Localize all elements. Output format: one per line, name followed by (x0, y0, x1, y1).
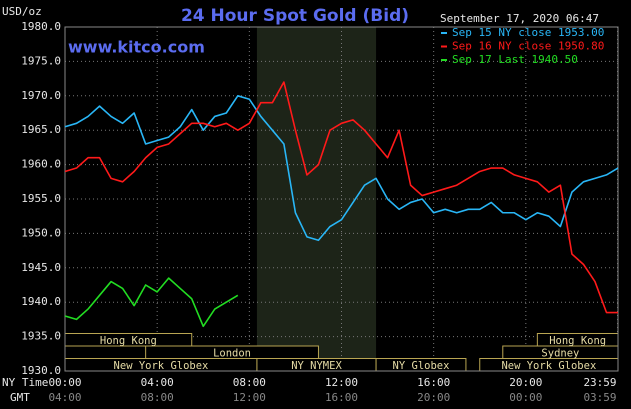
y-tick-label: 1970.0 (21, 89, 61, 102)
plot-border (64, 26, 619, 372)
timestamp: September 17, 2020 06:47 (440, 12, 599, 25)
x-row-label: NY Time (2, 376, 48, 389)
legend-label: Sep 15 NY close 1953.00 (452, 26, 604, 39)
session-label: NY NYMEX (291, 360, 342, 372)
legend-label: Sep 17 Last 1940.50 (452, 53, 578, 66)
x-tick-label: 04:00 (141, 376, 174, 389)
session-label: NY Globex (393, 360, 450, 372)
series-line (64, 81, 618, 314)
series-line (64, 277, 239, 328)
y-tick-label: 1945.0 (21, 261, 61, 274)
x-row-label: GMT (10, 391, 30, 404)
series-line (64, 95, 619, 242)
gmt-tick-label: 16:00 (325, 391, 358, 404)
y-tick-label: 1955.0 (21, 192, 61, 205)
session-label: New York Globex (501, 360, 596, 372)
session-label: Hong Kong (100, 335, 157, 347)
x-tick-label: 08:00 (233, 376, 266, 389)
x-tick-label: 23:59 (583, 376, 616, 389)
x-tick-label: 20:00 (509, 376, 542, 389)
session-label: Hong Kong (549, 335, 606, 347)
x-tick-label: 00:00 (48, 376, 81, 389)
y-axis-label: USD/oz (2, 5, 42, 18)
annotation: www.kitco.com (68, 38, 205, 57)
gmt-tick-label: 03:59 (583, 391, 616, 404)
gmt-tick-label: 12:00 (233, 391, 266, 404)
x-tick-label: 12:00 (325, 376, 358, 389)
legend-label: Sep 16 NY close 1950.80 (452, 40, 604, 53)
gmt-tick-label: 08:00 (141, 391, 174, 404)
gmt-tick-label: 04:00 (48, 391, 81, 404)
shaded-region (256, 27, 377, 371)
gmt-tick-label: 00:00 (509, 391, 542, 404)
session-label: New York Globex (114, 360, 209, 372)
x-tick-label: 16:00 (417, 376, 450, 389)
y-tick-label: 1960.0 (21, 158, 61, 171)
y-tick-label: 1975.0 (21, 54, 61, 67)
y-tick-label: 1930.0 (21, 364, 61, 377)
y-tick-label: 1965.0 (21, 123, 61, 136)
y-tick-label: 1935.0 (21, 330, 61, 343)
session-label: Sydney (541, 347, 579, 359)
y-tick-label: 1940.0 (21, 295, 61, 308)
y-tick-label: 1950.0 (21, 226, 61, 239)
gmt-tick-label: 20:00 (417, 391, 450, 404)
chart-title: 24 Hour Spot Gold (Bid) (181, 6, 409, 26)
session-label: London (213, 347, 251, 359)
y-tick-label: 1980.0 (21, 20, 61, 33)
